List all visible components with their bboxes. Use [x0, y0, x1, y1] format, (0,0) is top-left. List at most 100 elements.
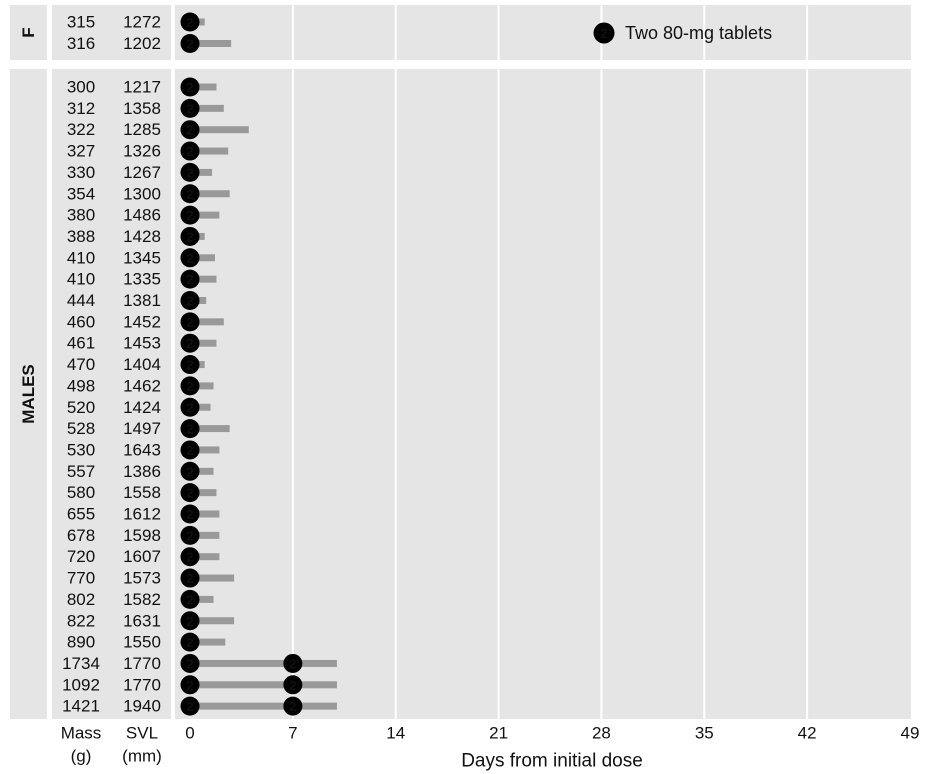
svl-value: 1582 [123, 590, 161, 609]
dose-marker-label: 2 [186, 486, 193, 501]
dose-marker [180, 120, 200, 140]
svl-value: 1202 [123, 34, 161, 53]
dose-marker-label: 2 [186, 15, 193, 30]
dose-marker [180, 525, 200, 545]
duration-bar [190, 467, 214, 475]
dose-marker-label: 2 [186, 635, 193, 650]
dose-marker [180, 419, 200, 439]
dose-marker-label: 2 [186, 571, 193, 586]
dose-marker-label: 2 [186, 187, 193, 202]
dose-marker [180, 440, 200, 460]
dose-marker [180, 248, 200, 268]
plot-panel [175, 5, 911, 60]
svl-header: SVL [126, 724, 158, 743]
dose-marker-label: 2 [186, 656, 193, 671]
dose-marker [180, 589, 200, 609]
dose-marker-label: 2 [186, 464, 193, 479]
dose-marker [283, 696, 303, 716]
duration-bar [190, 574, 235, 582]
dose-marker [283, 675, 303, 695]
svl-value: 1404 [123, 355, 161, 374]
dose-marker-label: 2 [186, 37, 193, 52]
duration-bar [190, 595, 214, 603]
duration-bar [190, 617, 235, 625]
mass-value: 312 [67, 99, 95, 118]
group-label-strip [10, 69, 47, 719]
dose-marker-label: 2 [289, 656, 296, 671]
dose-marker [180, 226, 200, 246]
duration-bar [190, 489, 217, 497]
dose-marker [180, 205, 200, 225]
mass-value: 1421 [62, 697, 100, 716]
dose-marker-label: 2 [186, 208, 193, 223]
group-label: MALES [19, 364, 38, 424]
duration-bar [190, 553, 220, 561]
group-label: F [19, 27, 38, 37]
mass-value: 678 [67, 526, 95, 545]
dose-marker [180, 632, 200, 652]
duration-bar [190, 104, 224, 112]
mass-value: 330 [67, 163, 95, 182]
svl-value: 1770 [123, 654, 161, 673]
dose-marker [180, 397, 200, 417]
duration-bar [190, 254, 215, 262]
mass-value: 802 [67, 590, 95, 609]
svl-value: 1940 [123, 697, 161, 716]
dose-marker-label: 2 [186, 123, 193, 138]
dose-marker-label: 2 [186, 614, 193, 629]
mass-value: 444 [67, 291, 95, 310]
svl-value: 1631 [123, 611, 161, 630]
svl-value: 1497 [123, 419, 161, 438]
dose-marker [180, 696, 200, 716]
duration-bar [190, 638, 226, 646]
duration-bar [190, 446, 220, 454]
mass-value: 410 [67, 270, 95, 289]
mass-value: 322 [67, 120, 95, 139]
duration-bar [190, 531, 220, 539]
duration-bar [190, 702, 337, 710]
duration-bar [190, 403, 211, 411]
dose-marker [180, 312, 200, 332]
mass-value: 354 [67, 184, 95, 203]
dose-marker-label: 2 [186, 144, 193, 159]
mass-value: 580 [67, 483, 95, 502]
dose-marker-label: 2 [186, 229, 193, 244]
mass-value: 300 [67, 78, 95, 97]
svl-value: 1335 [123, 270, 161, 289]
svl-value: 1267 [123, 163, 161, 182]
dose-marker [180, 483, 200, 503]
x-tick-label: 49 [901, 724, 920, 743]
dose-marker-label: 2 [186, 165, 193, 180]
dose-marker-label: 2 [289, 678, 296, 693]
dose-marker-label: 2 [186, 400, 193, 415]
svl-value: 1462 [123, 376, 161, 395]
dose-marker [180, 547, 200, 567]
dose-marker-label: 2 [186, 699, 193, 714]
dose-marker-label: 2 [186, 358, 193, 373]
dose-marker [180, 355, 200, 375]
legend-label: Two 80-mg tablets [625, 23, 772, 43]
x-tick-label: 0 [185, 724, 194, 743]
dose-marker-label: 2 [186, 379, 193, 394]
mass-value: 380 [67, 206, 95, 225]
svl-value: 1550 [123, 633, 161, 652]
duration-bar [190, 40, 232, 47]
dose-marker [283, 653, 303, 673]
svl-value: 1770 [123, 675, 161, 694]
dose-marker [180, 568, 200, 588]
x-axis-label: Days from initial dose [461, 751, 643, 772]
dose-marker [180, 98, 200, 118]
dose-marker-label: 2 [186, 422, 193, 437]
mass-value: 530 [67, 440, 95, 459]
mass-value: 520 [67, 398, 95, 417]
dose-marker-label: 2 [186, 272, 193, 287]
dose-marker [180, 653, 200, 673]
dose-marker [180, 376, 200, 396]
duration-bar [190, 681, 337, 689]
svl-value: 1598 [123, 526, 161, 545]
dose-marker [180, 162, 200, 182]
dose-marker-label: 2 [186, 528, 193, 543]
x-tick-label: 35 [695, 724, 714, 743]
mass-header: Mass [61, 724, 102, 743]
